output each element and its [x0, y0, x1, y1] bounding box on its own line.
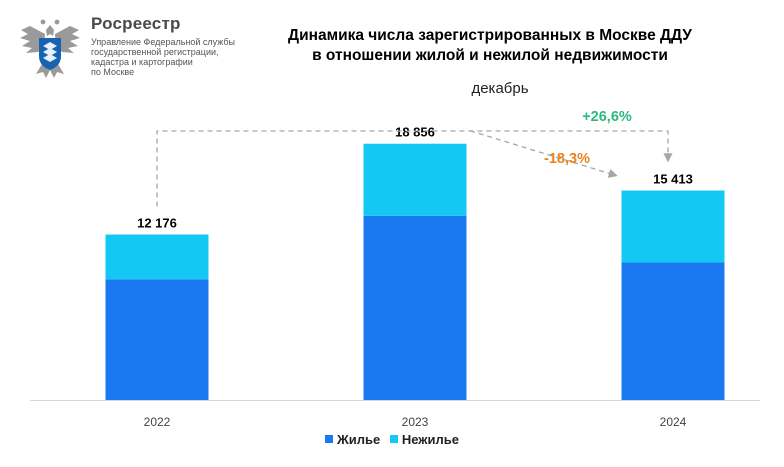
x-tick-label-2024: 2024 — [660, 415, 687, 429]
chart-title: Динамика числа зарегистрированных в Моск… — [240, 26, 740, 66]
bar-residential-2024 — [621, 262, 725, 400]
brand-subtitle-line: по Москве — [91, 67, 135, 77]
bar-residential-2023 — [363, 215, 467, 400]
x-tick-label-2023: 2023 — [402, 415, 429, 429]
decline-arrow — [469, 130, 618, 178]
chart-title-line: в отношении жилой и нежилой недвижимости — [312, 47, 668, 64]
total-label-2023: 18 856 — [395, 125, 435, 140]
legend-swatch-nonresidential — [389, 435, 398, 443]
x-tick-label-2022: 2022 — [144, 415, 171, 429]
chart-subtitle: декабрь — [471, 80, 529, 97]
brand-subtitle-line: Управление Федеральной службы — [91, 37, 235, 47]
bar-residential-2022 — [105, 279, 209, 400]
decline-annotation-label: -18,3% — [544, 151, 590, 167]
brand-subtitle-line: государственной регистрации, — [91, 47, 219, 57]
total-label-2024: 15 413 — [653, 172, 693, 187]
bar-nonresidential-2023 — [363, 143, 467, 216]
bar-nonresidential-2022 — [105, 234, 209, 280]
chart-title-line: Динамика числа зарегистрированных в Моск… — [288, 27, 692, 44]
rosreestr-logo-icon — [20, 19, 80, 78]
brand-name: Росреестр — [91, 14, 181, 33]
growth-arrow — [156, 130, 673, 207]
growth-annotation-label: +26,6% — [582, 109, 632, 125]
legend: Жилье Нежилье — [0, 432, 784, 447]
legend-label-residential: Жилье — [337, 432, 381, 447]
legend-swatch-residential — [325, 435, 333, 443]
total-label-2022: 12 176 — [137, 216, 177, 231]
legend-label-nonresidential: Нежилье — [401, 432, 459, 447]
brand-subtitle: Управление Федеральной службы государств… — [91, 37, 251, 77]
brand-subtitle-line: кадастра и картографии — [91, 57, 193, 67]
legend-item-residential: Жилье — [325, 432, 380, 447]
bar-nonresidential-2024 — [621, 190, 725, 263]
legend-item-nonresidential: Нежилье — [389, 432, 459, 447]
